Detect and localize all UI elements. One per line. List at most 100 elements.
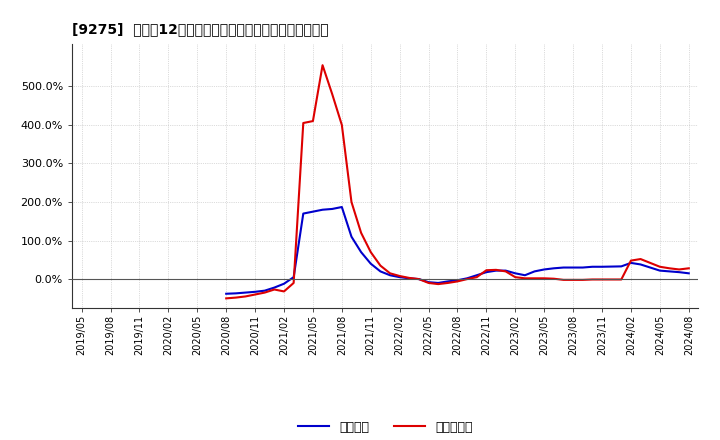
当期純利益: [511, 275, 520, 280]
経常利益: [626, 260, 635, 266]
経常利益: [444, 279, 452, 284]
当期純利益: [299, 121, 307, 126]
経常利益: [559, 265, 568, 270]
当期純利益: [395, 273, 404, 279]
経常利益: [299, 211, 307, 216]
当期純利益: [675, 267, 683, 272]
経常利益: [530, 269, 539, 274]
当期純利益: [318, 62, 327, 68]
経常利益: [270, 285, 279, 290]
当期純利益: [309, 118, 318, 124]
当期純利益: [655, 264, 664, 269]
当期純利益: [415, 276, 423, 282]
当期純利益: [347, 199, 356, 205]
経常利益: [617, 264, 626, 269]
当期純利益: [617, 277, 626, 282]
当期純利益: [578, 277, 587, 282]
Text: [9275]  利益だ12か月移動合計の対前年同期増減率の推移: [9275] 利益だ12か月移動合計の対前年同期増減率の推移: [72, 22, 328, 36]
経常利益: [501, 268, 510, 273]
当期純利益: [251, 292, 259, 297]
経常利益: [424, 279, 433, 285]
経常利益: [675, 270, 683, 275]
当期純利益: [453, 279, 462, 284]
当期純利益: [588, 277, 597, 282]
Line: 経常利益: 経常利益: [226, 207, 689, 294]
経常利益: [232, 291, 240, 296]
当期純利益: [636, 257, 645, 262]
当期純利益: [289, 280, 298, 286]
当期純利益: [540, 276, 549, 281]
経常利益: [453, 278, 462, 283]
経常利益: [338, 205, 346, 210]
経常利益: [482, 270, 491, 275]
当期純利益: [386, 271, 395, 276]
経常利益: [241, 290, 250, 295]
経常利益: [511, 271, 520, 276]
経常利益: [376, 269, 384, 274]
経常利益: [309, 209, 318, 214]
当期純利益: [530, 276, 539, 281]
経常利益: [366, 261, 375, 266]
経常利益: [251, 289, 259, 294]
経常利益: [521, 273, 529, 278]
経常利益: [655, 268, 664, 273]
経常利益: [357, 249, 366, 255]
当期純利益: [366, 249, 375, 255]
当期純利益: [472, 275, 481, 280]
当期純利益: [626, 258, 635, 263]
経常利益: [492, 268, 500, 273]
経常利益: [598, 264, 606, 269]
当期純利益: [357, 230, 366, 235]
当期純利益: [376, 263, 384, 268]
経常利益: [588, 264, 597, 269]
当期純利益: [463, 276, 472, 282]
当期純利益: [261, 290, 269, 295]
経常利益: [549, 266, 558, 271]
経常利益: [415, 276, 423, 282]
経常利益: [395, 275, 404, 280]
経常利益: [289, 275, 298, 280]
経常利益: [318, 207, 327, 213]
経常利益: [279, 281, 288, 286]
当期純利益: [338, 122, 346, 128]
当期純利益: [328, 92, 336, 97]
当期純利益: [685, 266, 693, 271]
経常利益: [347, 234, 356, 239]
当期純利益: [569, 277, 577, 282]
経常利益: [328, 206, 336, 212]
当期純利益: [492, 267, 500, 272]
当期純利益: [222, 296, 230, 301]
経常利益: [405, 276, 413, 281]
当期純利益: [434, 282, 443, 287]
経常利益: [685, 271, 693, 276]
当期純利益: [482, 268, 491, 273]
当期純利益: [232, 295, 240, 300]
当期純利益: [424, 280, 433, 286]
経常利益: [578, 265, 587, 270]
当期純利益: [241, 294, 250, 299]
当期純利益: [405, 275, 413, 281]
経常利益: [261, 288, 269, 293]
経常利益: [472, 273, 481, 278]
当期純利益: [665, 266, 674, 271]
経常利益: [386, 273, 395, 278]
経常利益: [665, 269, 674, 274]
当期純利益: [559, 277, 568, 282]
経常利益: [636, 262, 645, 267]
経常利益: [569, 265, 577, 270]
当期純利益: [501, 269, 510, 274]
当期純利益: [598, 277, 606, 282]
当期純利益: [279, 289, 288, 294]
当期純利益: [521, 276, 529, 281]
経常利益: [463, 276, 472, 281]
経常利益: [540, 267, 549, 272]
当期純利益: [444, 280, 452, 286]
経常利益: [434, 280, 443, 286]
経常利益: [222, 291, 230, 297]
Legend: 経常利益, 当期純利益: 経常利益, 当期純利益: [293, 416, 477, 439]
経常利益: [646, 265, 654, 270]
当期純利益: [270, 287, 279, 292]
Line: 当期純利益: 当期純利益: [226, 65, 689, 298]
当期純利益: [646, 260, 654, 266]
当期純利益: [549, 276, 558, 281]
